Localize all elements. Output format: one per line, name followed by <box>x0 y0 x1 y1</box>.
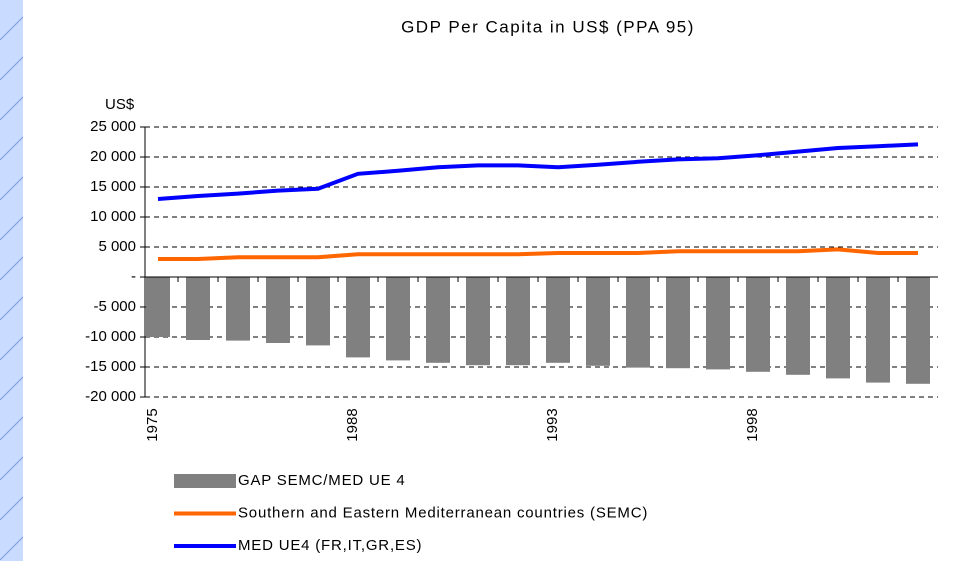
line <box>158 247 918 261</box>
bar <box>506 277 530 366</box>
bar <box>586 277 610 366</box>
bar <box>826 277 850 379</box>
bar <box>746 277 770 372</box>
y-tick-label: 15 000 <box>90 178 136 195</box>
legend-label: GAP SEMC/MED UE 4 <box>238 472 406 489</box>
x-tick-label: 1975 <box>144 408 161 441</box>
x-tick-label: 1998 <box>744 408 761 441</box>
bar <box>266 277 290 343</box>
x-tick-label: 1993 <box>544 408 561 441</box>
y-tick-label: - <box>131 268 136 285</box>
bar <box>386 277 410 361</box>
bar <box>346 277 370 358</box>
bar <box>786 277 810 375</box>
y-tick-label: 20 000 <box>90 148 136 165</box>
chart-title: GDP Per Capita in US$ (PPA 95) <box>401 17 695 36</box>
y-tick-label: -15 000 <box>85 358 136 375</box>
bar <box>546 277 570 363</box>
bar <box>626 277 650 368</box>
y-axis-label: US$ <box>105 96 135 113</box>
bar <box>426 277 450 363</box>
legend-label: MED UE4 (FR,IT,GR,ES) <box>238 537 422 554</box>
y-tick-label: 5 000 <box>98 238 136 255</box>
y-tick-label: 10 000 <box>90 208 136 225</box>
bar <box>466 277 490 366</box>
bar <box>306 277 330 346</box>
bar <box>146 277 170 337</box>
legend-swatch <box>174 474 236 488</box>
bar <box>866 277 890 383</box>
y-tick-label: -10 000 <box>85 328 136 345</box>
bar <box>666 277 690 369</box>
legend-label: Southern and Eastern Mediterranean count… <box>238 504 648 521</box>
panel <box>23 0 971 561</box>
bar <box>186 277 210 340</box>
y-tick-label: -5 000 <box>93 298 136 315</box>
line <box>157 142 919 201</box>
bar <box>226 277 250 341</box>
y-tick-label: 25 000 <box>90 118 136 135</box>
bar <box>906 277 930 384</box>
bar <box>706 277 730 370</box>
y-tick-label: -20 000 <box>85 388 136 405</box>
x-tick-label: 1988 <box>344 408 361 441</box>
